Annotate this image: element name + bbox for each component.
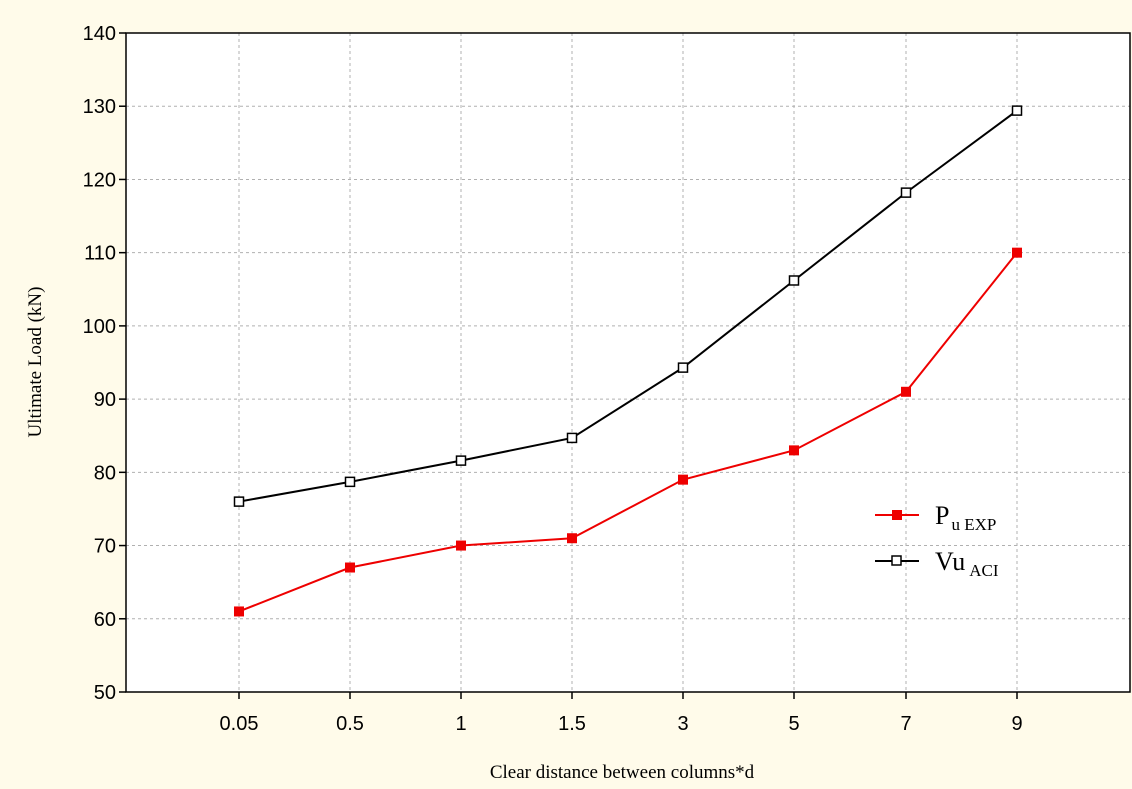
grid-lines bbox=[126, 33, 1130, 692]
data-point-series-2 bbox=[677, 362, 689, 373]
y-tick-label: 60 bbox=[94, 609, 116, 631]
data-point-series-1 bbox=[901, 386, 911, 397]
data-point-series-1 bbox=[678, 474, 688, 485]
plot-background bbox=[126, 33, 1130, 692]
data-point-series-2 bbox=[566, 432, 578, 444]
data-point-series-1 bbox=[1012, 247, 1022, 258]
y-tick-label: 140 bbox=[83, 23, 116, 45]
y-tick-label: 100 bbox=[83, 316, 116, 338]
x-tick-label: 3 bbox=[677, 713, 688, 735]
data-point-series-2 bbox=[788, 275, 800, 286]
legend-marker-series-1 bbox=[892, 510, 902, 520]
y-tick-label: 90 bbox=[94, 389, 116, 411]
data-series bbox=[233, 105, 1023, 617]
x-tick-label: 1 bbox=[455, 713, 466, 735]
series-line-1 bbox=[238, 252, 1018, 613]
y-tick-label: 50 bbox=[94, 682, 116, 704]
y-tick-label: 130 bbox=[83, 96, 116, 118]
data-point-series-2 bbox=[344, 476, 356, 488]
legend-label-series-2: Vu ACI bbox=[935, 547, 999, 580]
data-point-series-1 bbox=[789, 445, 799, 456]
plot-frame bbox=[125, 32, 1131, 693]
x-tick-label: 9 bbox=[1011, 713, 1022, 735]
y-tick-label: 80 bbox=[94, 462, 116, 484]
x-axis-ticks: 0.05 0.5 1 1.5 3 5 7 9 bbox=[220, 692, 1023, 735]
x-tick-label: 1.5 bbox=[558, 713, 586, 735]
x-tick-label: 7 bbox=[900, 713, 911, 735]
data-point-series-2 bbox=[233, 496, 245, 507]
y-tick-label: 70 bbox=[94, 536, 116, 558]
series-line-2 bbox=[238, 109, 1018, 503]
legend-item-series-2: Vu ACI bbox=[875, 547, 999, 580]
legend-marker-series-2 bbox=[891, 555, 902, 566]
data-point-series-1 bbox=[456, 540, 466, 551]
y-tick-label: 120 bbox=[83, 169, 116, 191]
y-axis-ticks: 50 60 70 80 90 100 110 120 130 140 bbox=[83, 23, 126, 704]
x-axis-title: Clear distance between columns*d bbox=[490, 762, 755, 783]
data-point-series-2 bbox=[455, 455, 467, 466]
data-point-series-2 bbox=[1011, 105, 1023, 116]
y-tick-label: 110 bbox=[84, 243, 116, 265]
data-point-series-2 bbox=[900, 187, 912, 198]
x-tick-label: 0.05 bbox=[220, 713, 259, 735]
data-point-series-1 bbox=[345, 562, 355, 573]
y-axis-title: Ultimate Load (kN) bbox=[25, 287, 46, 438]
x-tick-label: 0.5 bbox=[336, 713, 364, 735]
x-tick-label: 5 bbox=[788, 713, 799, 735]
data-point-series-1 bbox=[234, 606, 244, 617]
data-point-series-1 bbox=[567, 533, 577, 544]
